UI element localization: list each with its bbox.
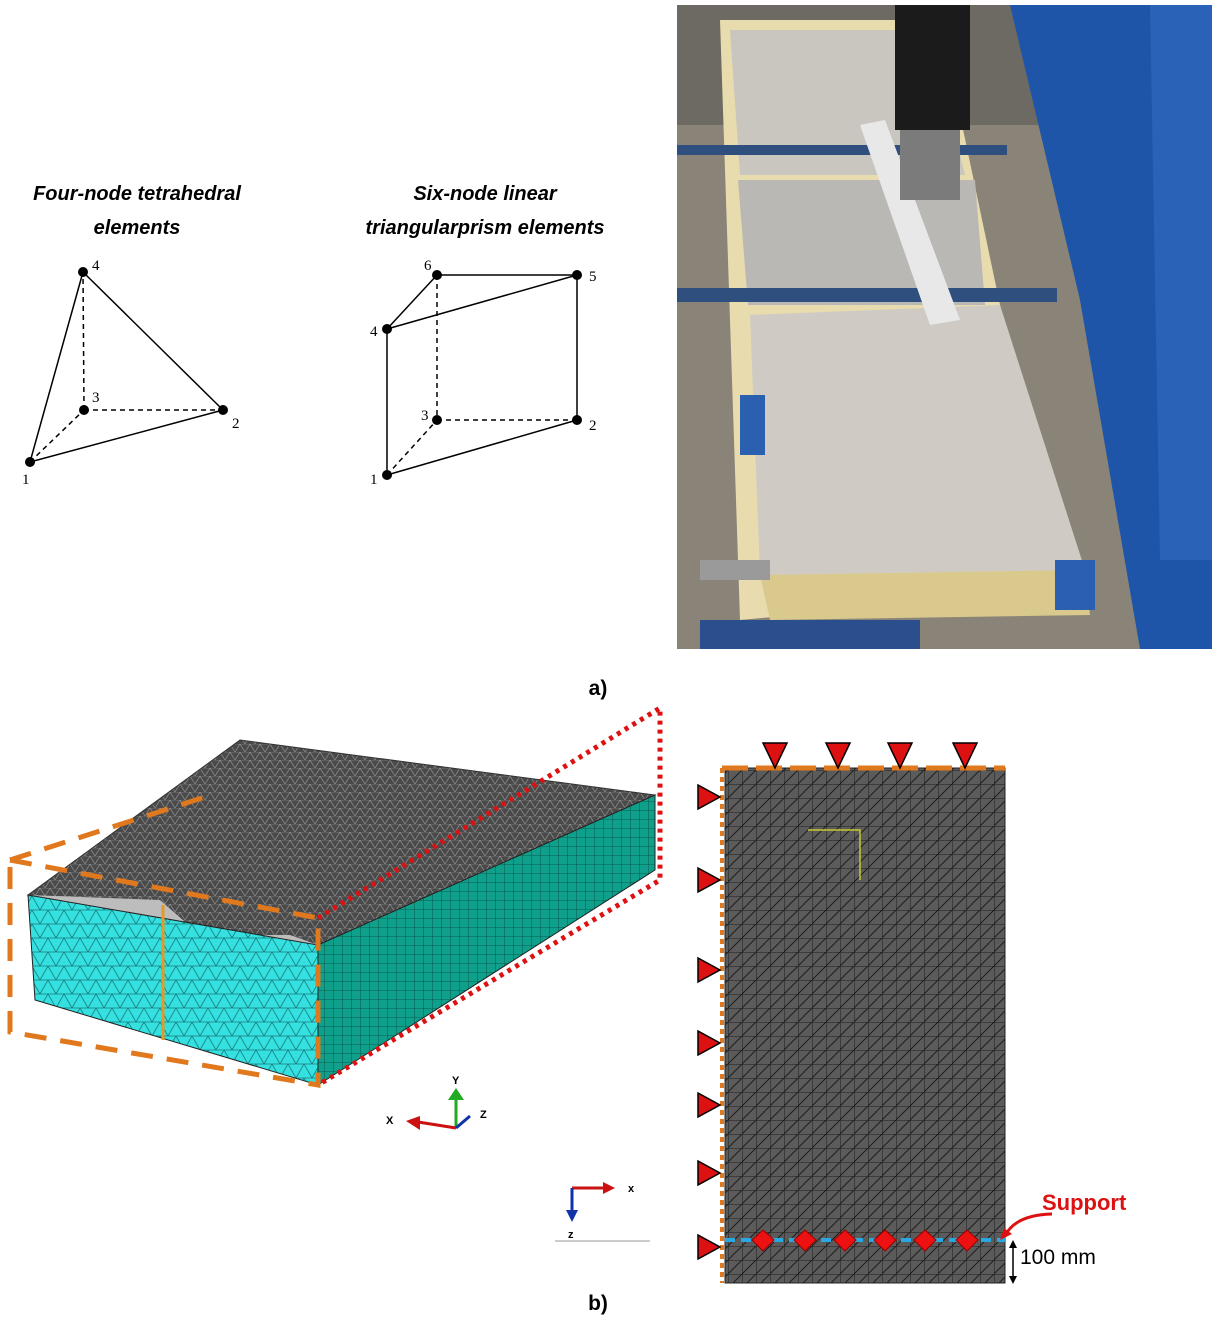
shape-polygon xyxy=(760,570,1090,620)
shape-line xyxy=(387,275,437,329)
shape-polygon xyxy=(1009,1240,1017,1248)
axis-label: Y xyxy=(452,1075,460,1087)
bc-marker xyxy=(698,958,720,982)
load-marker xyxy=(953,743,977,768)
group xyxy=(30,272,223,462)
panel-label: b) xyxy=(588,1292,608,1315)
bc-marker xyxy=(698,785,720,809)
node-label: 5 xyxy=(589,269,597,285)
node-label: 4 xyxy=(92,258,100,274)
group xyxy=(406,1088,470,1130)
group xyxy=(677,5,1212,649)
group xyxy=(763,743,977,768)
tet-title: elements xyxy=(94,217,181,239)
shape-rect xyxy=(900,130,960,200)
shape-rect xyxy=(895,5,970,130)
load-marker xyxy=(826,743,850,768)
shape-line xyxy=(387,420,577,475)
shape-circle xyxy=(218,405,228,415)
prism-title: Six-node linear xyxy=(413,183,558,205)
shape-rect xyxy=(740,395,765,455)
shape-circle xyxy=(382,470,392,480)
axis-label: x xyxy=(628,1183,635,1195)
bc-marker xyxy=(698,868,720,892)
prism-title: triangularprism elements xyxy=(366,217,605,239)
axis-label: X xyxy=(386,1115,394,1127)
shape-line xyxy=(83,272,84,410)
dimension-label: 100 mm xyxy=(1020,1246,1096,1269)
shape-line xyxy=(30,272,83,462)
shape-polygon xyxy=(603,1182,615,1194)
panel-label: a) xyxy=(589,677,608,700)
group xyxy=(30,272,223,462)
bc-marker xyxy=(698,1093,720,1117)
shape-rect xyxy=(677,288,1057,302)
shape-polygon xyxy=(1009,1276,1017,1284)
node-label: 1 xyxy=(22,472,30,488)
shape-line xyxy=(387,420,437,475)
load-marker xyxy=(763,743,787,768)
figure: Four-node tetrahedral elements 1 2 3 4 S… xyxy=(0,0,1215,1327)
axis-label: Z xyxy=(480,1109,487,1121)
group xyxy=(698,785,720,1259)
group xyxy=(387,275,577,475)
node-label: 3 xyxy=(421,408,429,424)
body: Four-node tetrahedral elements 1 2 3 4 S… xyxy=(0,0,1215,1327)
shape-line xyxy=(30,410,223,462)
support-label: Support xyxy=(1042,1190,1127,1215)
shape-polygon xyxy=(448,1088,464,1100)
shape-circle xyxy=(432,415,442,425)
node-label: 2 xyxy=(589,418,597,434)
node-label: 6 xyxy=(424,258,432,274)
bc-marker xyxy=(698,1031,720,1055)
shape-circle xyxy=(78,267,88,277)
page: Finite element model figure {"panel_a": … xyxy=(0,0,1215,1327)
shape-circle xyxy=(572,415,582,425)
shape-circle xyxy=(25,457,35,467)
shape-path xyxy=(1005,1214,1052,1236)
shape-line xyxy=(387,275,577,329)
shape-circle xyxy=(572,270,582,280)
axis-label: z xyxy=(568,1229,574,1241)
group xyxy=(25,267,228,467)
load-marker xyxy=(888,743,912,768)
shape-circle xyxy=(79,405,89,415)
shape-circle xyxy=(382,324,392,334)
shape-rect xyxy=(700,560,770,580)
shape-line xyxy=(456,1116,470,1128)
shape-line xyxy=(83,272,223,410)
bc-marker xyxy=(698,1161,720,1185)
shape-polygon xyxy=(1150,5,1212,560)
shape-rect xyxy=(725,768,1005,1283)
shape-rect xyxy=(700,620,920,649)
node-label: 2 xyxy=(232,416,240,432)
shape-circle xyxy=(432,270,442,280)
group xyxy=(387,275,577,475)
tet-title: Four-node tetrahedral xyxy=(33,183,241,205)
node-label: 4 xyxy=(370,324,378,340)
node-label: 3 xyxy=(92,390,100,406)
node-label: 1 xyxy=(370,472,378,488)
shape-polygon xyxy=(406,1116,420,1130)
shape-rect xyxy=(1055,560,1095,610)
bc-marker xyxy=(698,1235,720,1259)
shape-line xyxy=(418,1122,456,1128)
shape-polygon xyxy=(566,1210,578,1222)
